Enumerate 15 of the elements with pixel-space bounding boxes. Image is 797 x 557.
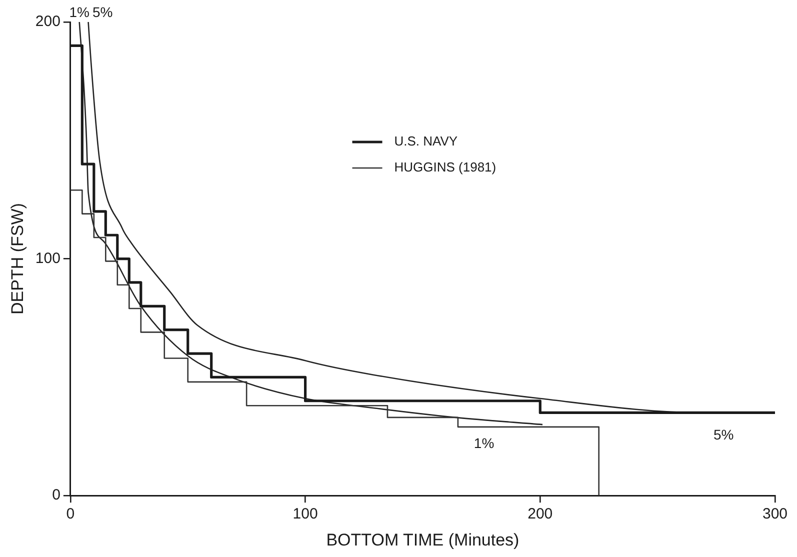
x-tick-label: 100: [292, 506, 318, 523]
legend-label: U.S. NAVY: [394, 134, 458, 149]
series-label: 1%: [69, 4, 90, 20]
y-axis-title: DEPTH (FSW): [8, 203, 27, 315]
legend-label: HUGGINS (1981): [394, 160, 496, 175]
text: 1%: [474, 434, 494, 451]
x-tick-label: 200: [528, 506, 553, 523]
x-tick-label: 300: [762, 506, 788, 523]
y-tick-label: 200: [35, 13, 60, 30]
y-tick-label: 0: [52, 486, 60, 504]
y-tick-label: 100: [35, 250, 60, 267]
text: 5%: [713, 426, 734, 443]
x-tick-label: 0: [66, 506, 75, 523]
series-label: 5%: [92, 4, 113, 20]
x-axis-title: BOTTOM TIME (Minutes): [326, 530, 520, 550]
